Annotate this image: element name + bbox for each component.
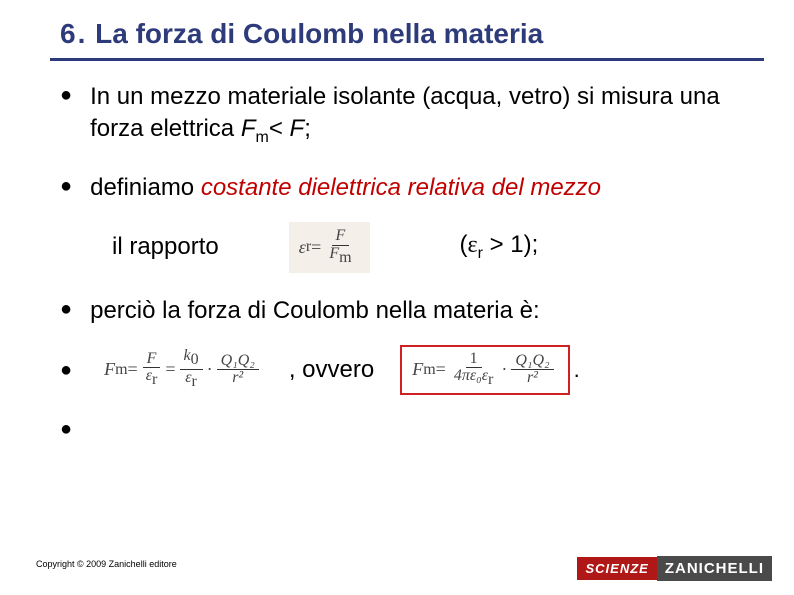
b3-text: perciò la forza di Coulomb nella materia… — [90, 295, 744, 327]
eps-den: Fm — [325, 246, 355, 267]
bullet-1: ● In un mezzo materiale isolante (acqua,… — [60, 81, 744, 154]
b2-red: costante dielettrica relativa del mezzo — [201, 174, 601, 201]
eps-num: F — [332, 228, 350, 246]
bullet-empty: ● — [60, 415, 744, 443]
title-number: 6. — [60, 18, 87, 49]
bullet-dot: ● — [60, 81, 72, 109]
logo-scienze: SCIENZE — [577, 557, 656, 580]
b1-post2: ; — [304, 115, 311, 142]
bullet-dot: ● — [60, 356, 72, 384]
logo-zanichelli: ZANICHELLI — [657, 556, 772, 581]
eps-frac: F Fm — [325, 228, 355, 267]
publisher-logo: SCIENZE ZANICHELLI — [577, 556, 772, 581]
ratio-row: il rapporto εr = F Fm (εr > 1); — [112, 222, 744, 273]
ratio-label: il rapporto — [112, 233, 219, 261]
bullet-3: ● perciò la forza di Coulomb nella mater… — [60, 295, 744, 327]
formula-fm-final: Fm = 1 4πε₀εr · Q₁Q₂ r² — [400, 345, 569, 396]
formula-row: ● Fm = F εr = k0 εr · Q₁Q₂ r² — [60, 345, 744, 396]
bullet-dot: ● — [60, 295, 72, 323]
slide: 6. La forza di Coulomb nella materia ● I… — [0, 0, 794, 595]
b1-post: < — [269, 115, 290, 142]
bullet-2: ● definiamo costante dielettrica relativ… — [60, 172, 744, 204]
b1-sym2: F — [290, 115, 305, 142]
slide-title: 6. La forza di Coulomb nella materia — [0, 0, 794, 58]
bullet-1-text: In un mezzo materiale isolante (acqua, v… — [90, 81, 744, 154]
title-text: La forza di Coulomb nella materia — [95, 18, 543, 49]
eps-eq: = — [311, 237, 321, 258]
content-area: ● In un mezzo materiale isolante (acqua,… — [0, 61, 794, 443]
b1-sub: m — [256, 129, 269, 146]
formula-fm-expand: Fm = F εr = k0 εr · Q₁Q₂ r² — [104, 348, 263, 391]
copyright-text: Copyright © 2009 Zanichelli editore — [36, 559, 177, 569]
b1-sym: F — [241, 115, 256, 142]
eps-note: (εr > 1); — [460, 231, 539, 263]
bullet-dot: ● — [60, 172, 72, 200]
eps-lhs: ε — [299, 237, 306, 258]
b1-pre: In un mezzo materiale isolante (acqua, v… — [90, 83, 720, 142]
ovvero-text: , ovvero — [289, 356, 374, 384]
bullet-dot: ● — [60, 415, 72, 443]
formula-eps-def: εr = F Fm — [289, 222, 370, 273]
bullet-2-text: definiamo costante dielettrica relativa … — [90, 172, 744, 204]
b2-pre: definiamo — [90, 174, 201, 201]
